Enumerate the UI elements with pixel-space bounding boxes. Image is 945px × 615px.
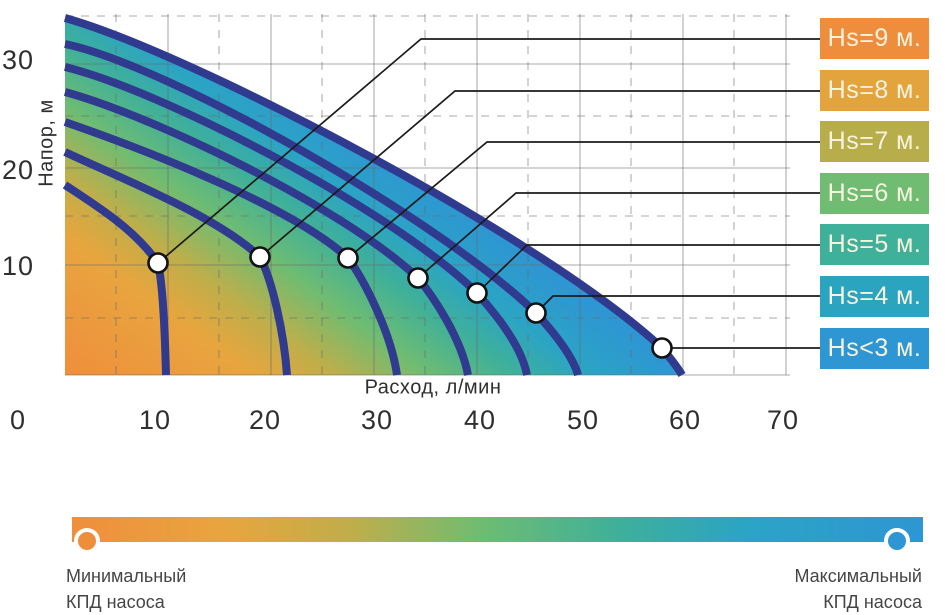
x-tick-30: 30: [360, 405, 394, 435]
min-efficiency-label-line2: КПД насоса: [66, 592, 165, 612]
hs-label-hs5: Hs=5 м.: [820, 224, 929, 265]
min-efficiency-marker-icon: [74, 528, 100, 554]
pump-curves: [62, 14, 686, 378]
max-efficiency-label: Максимальный КПД насоса: [794, 563, 922, 615]
efficiency-point-hs7: [337, 247, 359, 269]
efficiency-point-hs4: [525, 302, 547, 324]
efficiency-point-hs3: [651, 337, 673, 359]
hs-label-hs3: Hs<3 м.: [820, 328, 929, 369]
efficiency-point-hs5: [466, 282, 488, 304]
hs-label-hs7: Hs=7 м.: [820, 121, 929, 162]
leader-hs7: [347, 141, 820, 259]
x-tick-50: 50: [566, 405, 600, 435]
y-tick-20: 20: [1, 155, 35, 185]
y-tick-30: 30: [1, 45, 35, 75]
leader-hs9: [157, 38, 820, 264]
leader-hs5: [476, 244, 820, 294]
x-tick-40: 40: [463, 405, 497, 435]
max-efficiency-label-line1: Максимальный: [794, 566, 922, 586]
max-efficiency-label-line2: КПД насоса: [823, 592, 922, 612]
curve-hs7: [63, 118, 401, 376]
y-tick-10: 10: [1, 251, 35, 281]
min-efficiency-label-line1: Минимальный: [66, 566, 187, 586]
hs-label-hs9: Hs=9 м.: [820, 18, 929, 59]
x-tick-70: 70: [766, 405, 800, 435]
hs-label-hs6: Hs=6 м.: [820, 173, 929, 214]
efficiency-gradient-bar: [72, 517, 923, 542]
curve-hs5: [64, 63, 531, 376]
efficiency-point-hs9: [147, 252, 169, 274]
x-axis-title: Расход, л/мин: [364, 376, 502, 399]
leader-lines: [157, 38, 820, 349]
efficiency-point-hs6: [407, 267, 429, 289]
chart-plot-area: [62, 14, 820, 378]
hs-label-hs4: Hs=4 м.: [820, 276, 929, 317]
curve-hs6: [63, 88, 472, 376]
curve-hs3: [63, 14, 686, 378]
max-efficiency-marker-icon: [884, 528, 910, 554]
x-tick-20: 20: [248, 405, 282, 435]
efficiency-point-markers: [147, 246, 673, 359]
x-tick-60: 60: [668, 405, 702, 435]
hs-label-hs8: Hs=8 м.: [820, 70, 929, 111]
grid-horizontal-solid: [65, 63, 790, 376]
x-tick-10: 10: [138, 405, 172, 435]
min-efficiency-label: Минимальный КПД насоса: [66, 563, 186, 615]
y-axis-title: Напор, м: [35, 99, 58, 187]
leader-hs6: [417, 192, 820, 279]
x-tick-0: 0: [9, 405, 27, 435]
curve-hs4: [64, 40, 582, 377]
efficiency-point-hs8: [249, 246, 271, 268]
leader-hs8: [259, 90, 820, 258]
